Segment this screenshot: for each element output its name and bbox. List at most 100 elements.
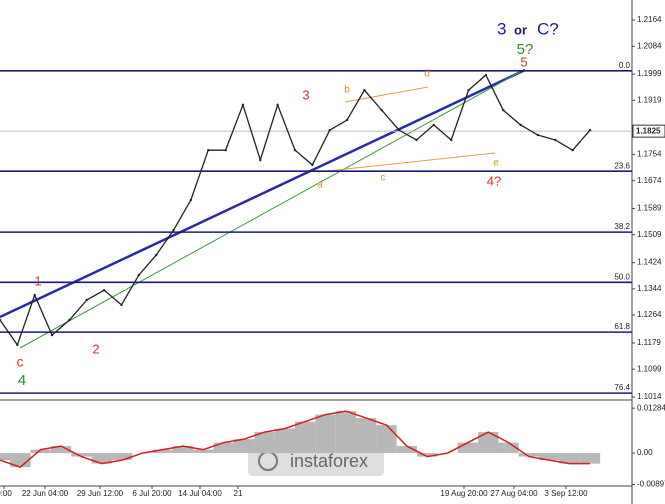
price-point	[536, 133, 540, 137]
price-point	[554, 138, 557, 142]
price-point	[519, 123, 522, 127]
x-tick-label: 22 Jun 04:00	[22, 489, 69, 498]
osc-bar	[91, 453, 112, 464]
osc-bar	[193, 449, 214, 454]
price-point	[172, 228, 175, 232]
price-point	[259, 158, 262, 162]
osc-bar	[30, 449, 51, 454]
price-point	[467, 88, 470, 92]
price-point	[397, 128, 401, 132]
fib-label: 50.0	[614, 272, 630, 281]
osc-bar	[559, 453, 580, 464]
x-tick-label: 0:00	[0, 489, 12, 498]
price-point	[207, 148, 210, 152]
y-tick-label: 1.2084	[637, 41, 662, 50]
osc-bar	[376, 425, 397, 454]
x-tick-label: 29 Jun 12:00	[77, 489, 124, 498]
x-tick-label: 21	[234, 489, 243, 498]
osc-bar	[457, 442, 479, 454]
price-point	[241, 103, 245, 107]
price-point	[0, 318, 2, 322]
wave-label: 5	[520, 54, 527, 69]
x-tick-label: 6 Jul 20:00	[132, 489, 172, 498]
osc-bar	[111, 453, 133, 461]
osc-bar	[295, 421, 316, 454]
osc-bar	[50, 446, 72, 454]
trend-line-thin	[19, 71, 521, 349]
wave-label: b	[344, 85, 350, 96]
osc-bar	[478, 432, 499, 454]
osc-bar	[233, 439, 255, 454]
osc-tick-label: 0.01284	[637, 403, 665, 412]
osc-bar	[71, 453, 92, 457]
current-price-label: 1.1825	[636, 126, 661, 135]
fib-label: 23.6	[614, 161, 630, 170]
price-point	[189, 198, 193, 202]
price-point	[16, 343, 19, 347]
osc-bar	[417, 453, 438, 457]
wave-label: a	[317, 180, 323, 191]
osc-bar	[254, 432, 275, 454]
y-tick-label: 1.1179	[637, 338, 661, 347]
price-point	[363, 88, 366, 92]
osc-tick-label: 0.00	[637, 448, 653, 457]
y-tick-label: 1.1999	[637, 69, 662, 78]
price-point	[449, 138, 453, 142]
title-part: or	[514, 22, 527, 37]
y-tick-label: 1.1674	[637, 176, 662, 185]
y-tick-label: 1.1919	[637, 95, 662, 104]
osc-bar	[396, 446, 418, 454]
price-point	[432, 123, 436, 127]
fib-label: 0.0	[619, 61, 631, 70]
logo-text: instaforex	[290, 451, 368, 471]
price-point	[311, 163, 314, 167]
wave-label: d	[424, 69, 430, 80]
price-point	[102, 288, 106, 292]
price-point	[33, 293, 36, 297]
price-point	[380, 108, 383, 112]
osc-bar	[315, 414, 336, 454]
price-point	[276, 103, 279, 107]
osc-bar	[335, 411, 357, 454]
x-tick-label: 14 Jul 04:00	[178, 489, 222, 498]
title-part: 3	[497, 19, 506, 38]
fib-label: 61.8	[614, 322, 630, 331]
current-price-box	[632, 124, 665, 138]
price-point	[68, 318, 71, 322]
price-point	[85, 298, 88, 302]
trend-line	[0, 68, 526, 319]
fib-label: 38.2	[614, 222, 630, 231]
osc-bar	[498, 442, 519, 454]
price-point	[328, 128, 331, 132]
osc-bar	[172, 446, 194, 454]
price-point	[345, 118, 349, 122]
price-point	[415, 138, 418, 142]
wave-label: c	[381, 173, 386, 184]
channel-line	[317, 152, 496, 173]
fib-label: 76.4	[614, 383, 630, 392]
osc-bar	[518, 453, 540, 457]
osc-bar	[539, 453, 560, 461]
osc-bar	[579, 453, 601, 464]
wave-label: e	[493, 158, 499, 169]
osc-tick-label: -0.00897	[637, 480, 665, 489]
y-tick-label: 1.1099	[637, 364, 662, 373]
price-point	[502, 108, 505, 112]
x-tick-label: 27 Aug 04:00	[490, 489, 538, 498]
price-point	[224, 148, 227, 152]
y-tick-label: 1.1264	[637, 310, 662, 319]
wave-label: 1	[34, 273, 41, 288]
x-tick-label: 19 Aug 20:00	[440, 489, 488, 498]
osc-bar	[152, 449, 173, 454]
price-point	[484, 73, 488, 77]
osc-bar	[274, 428, 295, 454]
wave-label: c	[17, 354, 24, 370]
price-point	[588, 128, 592, 132]
y-tick-label: 1.1344	[637, 284, 662, 293]
x-tick-label: 3 Sep 12:00	[544, 489, 588, 498]
wave-label: 3	[302, 87, 309, 102]
price-point	[293, 148, 297, 152]
y-tick-label: 1.1509	[637, 230, 662, 239]
osc-bar	[213, 442, 234, 454]
